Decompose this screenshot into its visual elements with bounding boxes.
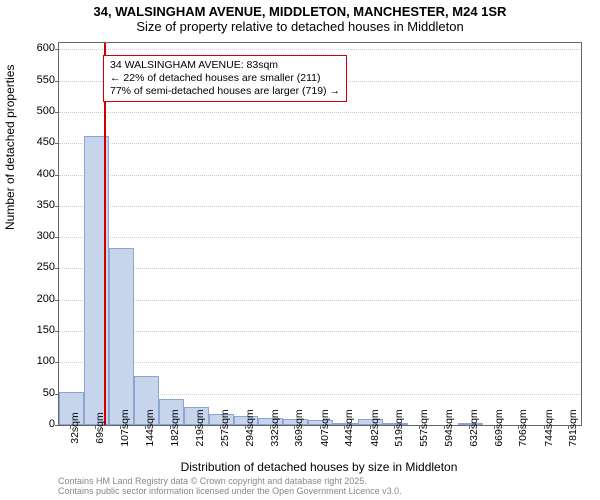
xtick-label: 257sqm [219,409,231,446]
chart-title: 34, WALSINGHAM AVENUE, MIDDLETON, MANCHE… [0,0,600,34]
ytick-label: 600 [25,42,55,54]
xtick-label: 482sqm [369,409,381,446]
ytick-label: 550 [25,74,55,86]
y-axis-label: Number of detached properties [3,65,17,230]
xtick-label: 32sqm [69,412,81,444]
ytick-mark [55,49,59,50]
annotation-line-3: 77% of semi-detached houses are larger (… [110,85,340,98]
x-axis-label: Distribution of detached houses by size … [58,460,580,474]
xtick-label: 744sqm [543,409,555,446]
gridline-h [59,112,581,113]
gridline-h [59,300,581,301]
xtick-label: 69sqm [94,412,106,444]
ytick-label: 100 [25,355,55,367]
xtick-label: 706sqm [517,409,529,446]
ytick-mark [55,112,59,113]
ytick-mark [55,81,59,82]
ytick-mark [55,331,59,332]
xtick-label: 144sqm [144,409,156,446]
ytick-label: 450 [25,136,55,148]
xtick-label: 519sqm [393,409,405,446]
footer-line-2: Contains public sector information licen… [58,486,402,496]
xtick-label: 557sqm [418,409,430,446]
ytick-label: 0 [25,418,55,430]
footer-line-1: Contains HM Land Registry data © Crown c… [58,476,402,486]
ytick-label: 300 [25,230,55,242]
ytick-label: 50 [25,387,55,399]
xtick-label: 444sqm [343,409,355,446]
gridline-h [59,331,581,332]
chart-container: 34, WALSINGHAM AVENUE, MIDDLETON, MANCHE… [0,0,600,500]
ytick-mark [55,300,59,301]
gridline-h [59,175,581,176]
ytick-mark [55,175,59,176]
xtick-label: 407sqm [319,409,331,446]
ytick-label: 400 [25,168,55,180]
ytick-label: 150 [25,324,55,336]
gridline-h [59,49,581,50]
ytick-label: 250 [25,261,55,273]
annotation-line-1: 34 WALSINGHAM AVENUE: 83sqm [110,59,340,72]
xtick-label: 182sqm [169,409,181,446]
annotation-box: 34 WALSINGHAM AVENUE: 83sqm ← 22% of det… [103,55,347,102]
gridline-h [59,362,581,363]
xtick-label: 294sqm [244,409,256,446]
xtick-label: 369sqm [293,409,305,446]
xtick-label: 594sqm [443,409,455,446]
xtick-label: 669sqm [493,409,505,446]
ytick-mark [55,237,59,238]
xtick-label: 781sqm [567,409,579,446]
ytick-label: 500 [25,105,55,117]
ytick-mark [55,268,59,269]
ytick-label: 350 [25,199,55,211]
title-line-2: Size of property relative to detached ho… [0,19,600,34]
gridline-h [59,237,581,238]
gridline-h [59,268,581,269]
ytick-mark [55,206,59,207]
xtick-label: 332sqm [269,409,281,446]
ytick-mark [55,362,59,363]
xtick-label: 632sqm [468,409,480,446]
gridline-h [59,206,581,207]
ytick-label: 200 [25,293,55,305]
ytick-mark [55,143,59,144]
xtick-label: 107sqm [119,409,131,446]
xtick-label: 219sqm [194,409,206,446]
footer: Contains HM Land Registry data © Crown c… [58,476,402,497]
title-line-1: 34, WALSINGHAM AVENUE, MIDDLETON, MANCHE… [0,4,600,19]
histogram-bar [109,248,134,425]
ytick-mark [55,425,59,426]
plot-area: 34 WALSINGHAM AVENUE: 83sqm ← 22% of det… [58,42,582,426]
annotation-line-2: ← 22% of detached houses are smaller (21… [110,72,340,85]
gridline-h [59,143,581,144]
